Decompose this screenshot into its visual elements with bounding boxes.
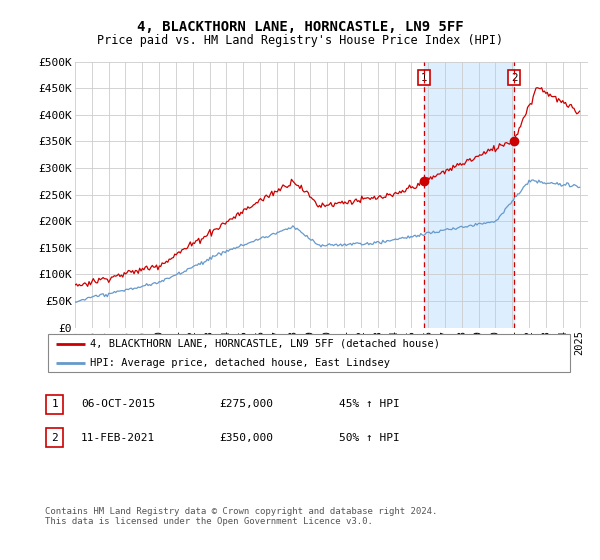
FancyBboxPatch shape	[46, 428, 63, 447]
Text: 06-OCT-2015: 06-OCT-2015	[81, 399, 155, 409]
Text: HPI: Average price, detached house, East Lindsey: HPI: Average price, detached house, East…	[90, 358, 390, 368]
Text: 1: 1	[421, 73, 428, 82]
Text: Price paid vs. HM Land Registry's House Price Index (HPI): Price paid vs. HM Land Registry's House …	[97, 34, 503, 46]
Text: £275,000: £275,000	[219, 399, 273, 409]
Text: 1: 1	[51, 399, 58, 409]
Text: £350,000: £350,000	[219, 433, 273, 443]
Text: 4, BLACKTHORN LANE, HORNCASTLE, LN9 5FF (detached house): 4, BLACKTHORN LANE, HORNCASTLE, LN9 5FF …	[90, 339, 440, 349]
Text: 2: 2	[51, 433, 58, 443]
Text: 4, BLACKTHORN LANE, HORNCASTLE, LN9 5FF: 4, BLACKTHORN LANE, HORNCASTLE, LN9 5FF	[137, 20, 463, 34]
FancyBboxPatch shape	[46, 395, 63, 414]
Bar	[424, 62, 514, 328]
Text: 11-FEB-2021: 11-FEB-2021	[81, 433, 155, 443]
Text: 45% ↑ HPI: 45% ↑ HPI	[339, 399, 400, 409]
Text: 2: 2	[511, 73, 517, 82]
Text: Contains HM Land Registry data © Crown copyright and database right 2024.
This d: Contains HM Land Registry data © Crown c…	[45, 507, 437, 526]
FancyBboxPatch shape	[48, 334, 570, 372]
Text: 50% ↑ HPI: 50% ↑ HPI	[339, 433, 400, 443]
